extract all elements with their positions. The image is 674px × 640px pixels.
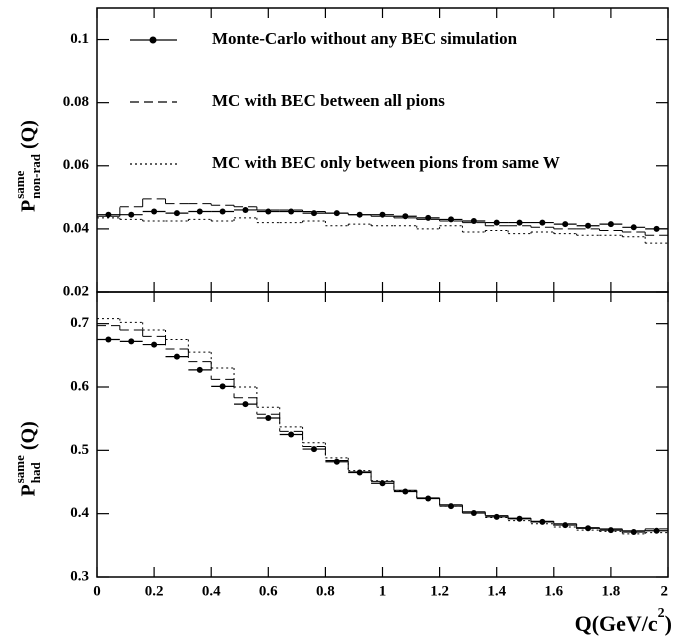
- x-tick-label: 1.8: [602, 583, 621, 599]
- data-point: [242, 401, 249, 408]
- data-point: [539, 219, 546, 226]
- data-point: [630, 224, 637, 231]
- data-point: [333, 210, 340, 217]
- data-point: [173, 210, 180, 217]
- data-point: [265, 208, 272, 215]
- y-label-sub: had: [28, 462, 43, 484]
- x-tick-label: 0.6: [259, 583, 278, 599]
- data-point: [653, 225, 660, 232]
- data-point: [653, 527, 660, 534]
- data-point: [219, 208, 226, 215]
- data-point: [105, 336, 112, 343]
- y-tick-label: 0.5: [70, 442, 89, 458]
- data-point: [265, 415, 272, 422]
- y-label-sub: non-rad: [28, 153, 43, 199]
- x-tick-label: 0.2: [145, 583, 164, 599]
- x-label-end: ): [665, 611, 672, 636]
- data-point: [333, 458, 340, 465]
- x-tick-label: 1.6: [544, 583, 563, 599]
- data-point: [402, 488, 409, 495]
- data-point: [219, 383, 226, 390]
- data-point: [425, 214, 432, 221]
- legend-label: MC with BEC only between pions from same…: [212, 153, 560, 172]
- plot-frame: [96, 7, 669, 293]
- data-point: [310, 210, 317, 217]
- data-point: [379, 480, 386, 487]
- data-point: [356, 211, 363, 218]
- y-tick-label: 0.1: [70, 31, 89, 47]
- data-point: [105, 211, 112, 218]
- data-point: [607, 221, 614, 228]
- y-label-main: P: [18, 200, 40, 212]
- x-tick-label: 1.2: [430, 583, 449, 599]
- data-point: [356, 469, 363, 476]
- data-point: [379, 211, 386, 218]
- plot-frame: [96, 291, 669, 578]
- data-point: [151, 208, 158, 215]
- data-point: [516, 515, 523, 522]
- y-tick-label: 0.3: [70, 568, 89, 584]
- y-tick-label: 0.02: [63, 283, 89, 299]
- data-point: [196, 366, 203, 373]
- data-point: [310, 446, 317, 453]
- x-label-main: Q(GeV/c: [575, 611, 658, 636]
- y-label-sup: same: [12, 170, 27, 198]
- data-point: [242, 206, 249, 213]
- y-label-main: P: [18, 484, 40, 496]
- data-point: [539, 518, 546, 525]
- data-point: [607, 527, 614, 534]
- data-point: [288, 208, 295, 215]
- y-tick-label: 0.04: [63, 220, 90, 236]
- y-tick-label: 0.6: [70, 378, 89, 394]
- y-label-end: (Q): [18, 120, 40, 149]
- x-tick-label: 0.4: [202, 583, 221, 599]
- x-tick-label: 1.4: [487, 583, 506, 599]
- data-point: [128, 338, 135, 345]
- data-point: [493, 219, 500, 226]
- legend-label: MC with BEC between all pions: [212, 91, 445, 110]
- data-point: [173, 353, 180, 360]
- x-tick-label: 0.8: [316, 583, 335, 599]
- y-label-end: (Q): [18, 421, 40, 450]
- x-tick-label: 2: [661, 583, 669, 599]
- data-point: [128, 211, 135, 218]
- legend-marker: [149, 36, 157, 44]
- y-tick-label: 0.4: [70, 505, 89, 521]
- data-point: [585, 525, 592, 532]
- data-point: [493, 513, 500, 520]
- y-tick-label: 0.08: [63, 94, 89, 110]
- data-point: [470, 218, 477, 224]
- data-point: [448, 216, 455, 223]
- y-tick-label: 0.06: [63, 157, 90, 173]
- x-label-sup: 2: [658, 606, 665, 621]
- y-label-sup: same: [12, 455, 27, 483]
- y-tick-label: 0.7: [70, 315, 89, 331]
- x-tick-label: 1: [379, 583, 387, 599]
- data-point: [288, 431, 295, 438]
- data-point: [402, 213, 409, 220]
- data-point: [585, 222, 592, 229]
- data-point: [196, 208, 203, 215]
- data-point: [562, 221, 569, 228]
- legend-label: Monte-Carlo without any BEC simulation: [212, 29, 518, 48]
- x-tick-label: 0: [93, 583, 101, 599]
- data-point: [151, 341, 158, 348]
- data-point: [516, 219, 523, 226]
- data-point: [562, 522, 569, 529]
- data-point: [630, 529, 637, 536]
